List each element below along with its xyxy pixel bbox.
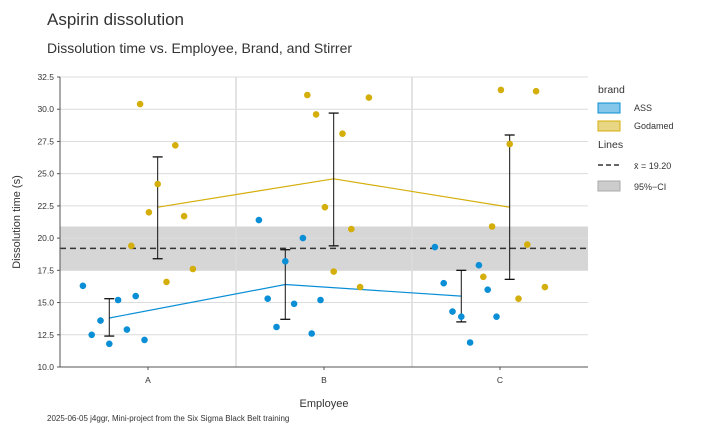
y-tick-label: 20.0 <box>37 233 54 243</box>
data-point-ass <box>466 339 474 346</box>
data-point-godamed <box>506 140 513 148</box>
data-point-ass <box>440 279 448 287</box>
x-tick-label: A <box>145 375 151 385</box>
data-point-ass <box>449 308 456 315</box>
legend-ci-swatch <box>597 180 621 192</box>
legend-swatch-godamed <box>597 120 621 132</box>
chart-subtitle: Dissolution time vs. Employee, Brand, an… <box>47 40 353 56</box>
data-point-godamed <box>321 203 329 211</box>
y-tick-label: 15.0 <box>37 298 54 308</box>
data-point-ass <box>458 313 465 321</box>
data-point-ass <box>114 296 122 304</box>
y-tick-label: 22.5 <box>37 201 54 211</box>
data-point-godamed <box>532 87 540 95</box>
data-point-godamed <box>312 111 320 118</box>
data-point-godamed <box>524 241 531 248</box>
data-point-ass <box>308 330 316 337</box>
data-point-ass <box>106 340 113 348</box>
data-point-godamed <box>180 212 188 220</box>
data-point-ass <box>255 216 263 224</box>
legend-ci-label: 95%−CI <box>634 182 666 192</box>
x-axis-label: Employee <box>300 398 349 410</box>
data-point-godamed <box>330 268 338 275</box>
footer-note: 2025-06-05 j4ggr, Mini-project from the … <box>47 414 290 423</box>
data-point-ass <box>132 292 139 300</box>
data-point-ass <box>484 286 492 294</box>
legend-title-brand: brand <box>598 84 625 96</box>
data-point-godamed <box>154 180 161 188</box>
data-point-ass <box>299 234 307 242</box>
y-tick-label: 12.5 <box>37 330 54 340</box>
legend-label-godamed: Godamed <box>634 121 674 131</box>
data-point-ass <box>97 317 104 324</box>
data-point-ass <box>141 336 148 344</box>
plot-area <box>60 77 588 367</box>
data-point-ass <box>493 313 500 321</box>
data-point-ass <box>79 282 87 290</box>
chart-title: Aspirin dissolution <box>47 10 185 29</box>
data-point-godamed <box>356 283 364 291</box>
data-point-godamed <box>515 295 522 303</box>
legend-swatch-ass <box>597 102 621 114</box>
data-point-godamed <box>163 278 170 286</box>
legend-label-ass: ASS <box>634 103 652 113</box>
y-tick-label: 32.5 <box>37 72 54 82</box>
data-point-godamed <box>304 91 311 99</box>
legend-title-lines: Lines <box>598 139 623 151</box>
data-point-godamed <box>128 242 135 250</box>
data-point-godamed <box>339 130 346 137</box>
data-point-ass <box>290 300 298 308</box>
data-point-godamed <box>488 223 496 230</box>
data-point-ass <box>475 261 483 269</box>
data-point-godamed <box>172 142 179 149</box>
data-point-ass <box>317 296 324 304</box>
y-tick-label: 10.0 <box>37 362 54 372</box>
data-point-ass <box>264 295 272 303</box>
y-tick-label: 27.5 <box>37 136 54 146</box>
data-point-godamed <box>189 265 197 273</box>
data-point-godamed <box>497 86 505 94</box>
data-point-ass <box>273 323 280 331</box>
data-point-godamed <box>136 100 144 108</box>
y-tick-label: 30.0 <box>37 104 54 114</box>
data-point-godamed <box>348 225 355 233</box>
data-point-godamed <box>365 94 373 101</box>
y-tick-label: 17.5 <box>37 265 54 275</box>
data-point-ass <box>282 258 289 265</box>
y-axis-label: Dissolution time (s) <box>11 175 23 269</box>
data-point-godamed <box>480 273 487 281</box>
data-point-ass <box>431 243 439 251</box>
data-point-ass <box>88 331 95 339</box>
data-point-ass <box>123 326 131 333</box>
x-tick-label: C <box>497 375 503 385</box>
x-tick-label: B <box>321 375 327 385</box>
legend-mean-label: x̄ = 19.20 <box>634 161 671 171</box>
data-point-godamed <box>145 209 153 216</box>
data-point-godamed <box>541 283 549 291</box>
y-tick-label: 25.0 <box>37 169 54 179</box>
